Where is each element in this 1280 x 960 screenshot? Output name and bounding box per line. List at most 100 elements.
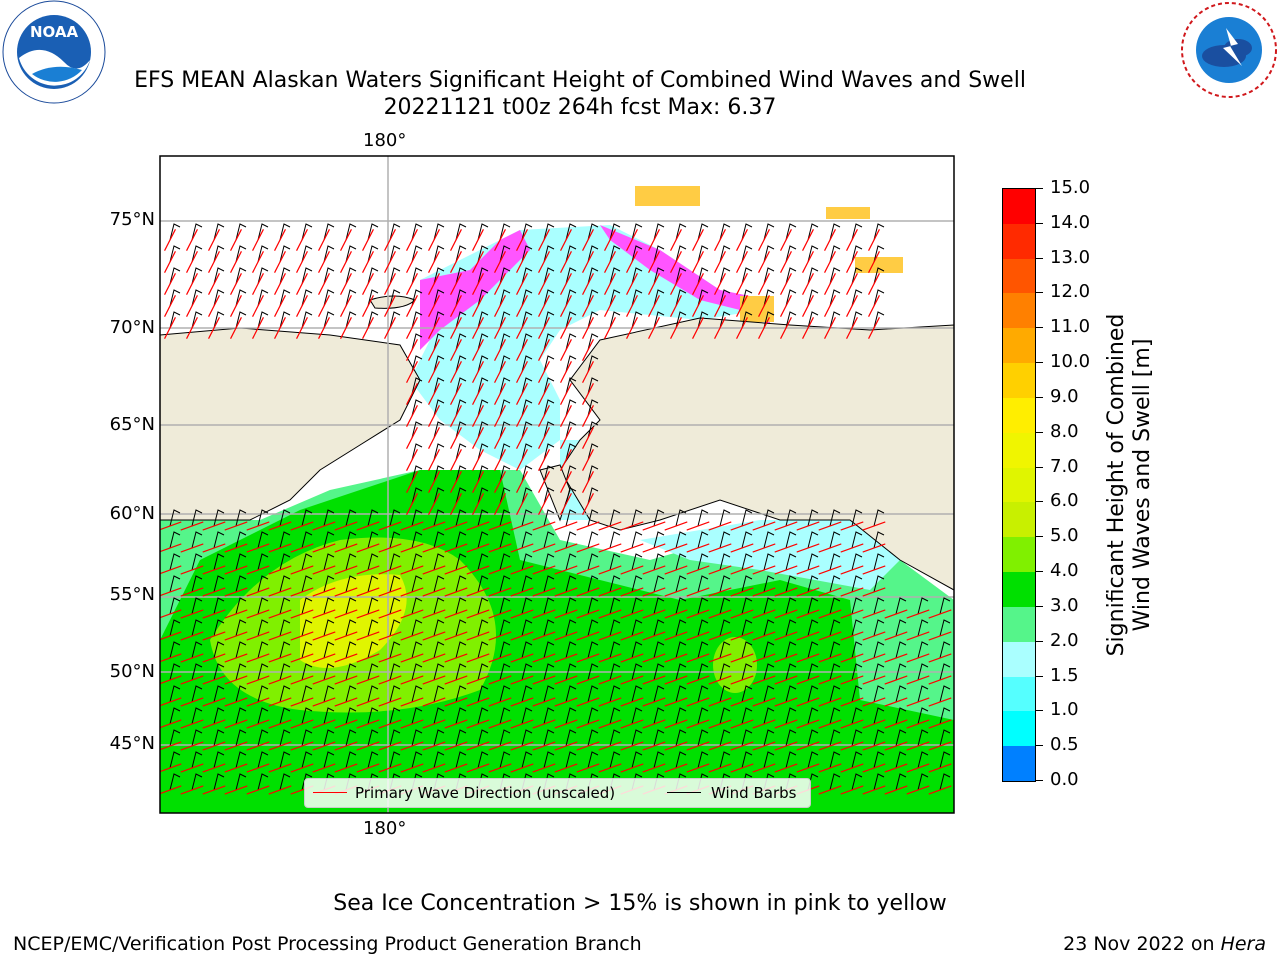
wave-direction-arrow	[516, 251, 528, 273]
wave-direction-arrow	[884, 763, 908, 773]
wind-barb	[609, 663, 621, 681]
wave-direction-arrow	[802, 251, 814, 273]
wave-direction-arrow	[384, 251, 396, 273]
wind-barb	[521, 685, 533, 703]
wind-barb	[257, 663, 269, 681]
wind-barb	[543, 377, 555, 395]
wave-direction-arrow	[164, 317, 176, 339]
wind-barb	[191, 685, 203, 703]
wind-barb	[675, 663, 687, 681]
wind-barb	[367, 751, 379, 769]
wind-barb	[433, 355, 445, 373]
wave-direction-arrow	[906, 675, 930, 685]
wind-barb	[367, 597, 379, 615]
ice-patch-4	[826, 207, 870, 219]
wave-direction-arrow	[670, 317, 682, 339]
wind-barb	[389, 641, 401, 659]
wind-barb	[477, 289, 489, 307]
wave-direction-arrow	[538, 295, 550, 317]
wave-direction-arrow	[758, 295, 770, 317]
wave-direction-arrow	[824, 295, 836, 317]
wave-direction-arrow	[752, 697, 776, 707]
wind-barb	[873, 531, 885, 549]
wind-barb	[213, 289, 225, 307]
colorbar-tick-label: 11.0	[1050, 316, 1091, 338]
wind-barb	[455, 399, 467, 417]
wave-direction-arrow	[340, 273, 352, 295]
wind-barb	[873, 245, 885, 263]
wave-direction-arrow	[620, 653, 644, 663]
title-line-2: 20221121 t00z 264h fcst Max: 6.37	[383, 95, 777, 120]
wave-direction-arrow	[356, 609, 380, 619]
wind-barb	[191, 531, 203, 549]
wave-direction-arrow	[868, 251, 880, 273]
wave-direction-arrow	[510, 609, 534, 619]
wind-barb	[257, 531, 269, 549]
wind-barb	[609, 751, 621, 769]
wind-barb	[279, 531, 291, 549]
wave-direction-arrow	[164, 295, 176, 317]
wave-direction-arrow	[208, 273, 220, 295]
ice-patch-3	[855, 257, 903, 273]
wave-direction-arrow	[708, 763, 732, 773]
wind-barb	[323, 685, 335, 703]
wind-barb	[257, 729, 269, 747]
wave-direction-arrow	[422, 543, 446, 553]
wind-barb	[301, 575, 313, 593]
wind-barb	[455, 245, 467, 263]
colorbar-tick-label: 7.0	[1050, 455, 1079, 477]
wind-barb	[829, 707, 841, 725]
wind-barb	[279, 773, 291, 791]
wave-direction-arrow	[422, 653, 446, 663]
wind-barb	[829, 597, 841, 615]
colorbar-tick-label: 2.0	[1050, 629, 1079, 651]
wave-direction-arrow	[224, 521, 248, 531]
wind-barb	[257, 685, 269, 703]
wave-direction-arrow	[538, 317, 550, 339]
wave-direction-arrow	[406, 383, 418, 405]
wind-barb	[829, 751, 841, 769]
wind-barb	[345, 729, 357, 747]
wave-direction-arrow	[290, 653, 314, 663]
wave-direction-arrow	[400, 675, 424, 685]
wave-direction-arrow	[444, 719, 468, 729]
wind-barb	[213, 597, 225, 615]
wave-direction-arrow	[862, 609, 886, 619]
wave-direction-arrow	[560, 405, 572, 427]
wind-barb	[785, 267, 797, 285]
wave-direction-arrow	[648, 295, 660, 317]
wind-barb	[279, 641, 291, 659]
wave-direction-arrow	[906, 653, 930, 663]
wind-barb	[763, 245, 775, 263]
wave-direction-arrow	[642, 631, 666, 641]
wind-barb	[367, 685, 379, 703]
wave-direction-arrow	[510, 675, 534, 685]
wind-barb	[543, 663, 555, 681]
wind-barb	[345, 245, 357, 263]
wave-direction-arrow	[604, 295, 616, 317]
wind-barbs-legend-label: Wind Barbs	[711, 784, 797, 802]
wind-barb	[477, 311, 489, 329]
wave-direction-arrow	[648, 317, 660, 339]
wind-barb	[191, 597, 203, 615]
colorbar-segment	[1003, 606, 1035, 643]
wind-barb	[279, 509, 291, 527]
wind-barb	[499, 553, 511, 571]
noaa-logo-text: NOAA	[30, 23, 79, 41]
wind-barb	[939, 619, 951, 637]
wind-barb	[675, 685, 687, 703]
wave-direction-arrow	[620, 587, 644, 597]
wind-barb	[367, 729, 379, 747]
wind-barb	[257, 751, 269, 769]
wind-barb	[565, 333, 577, 351]
wind-barb	[235, 311, 247, 329]
wind-barb	[741, 245, 753, 263]
wave-direction-arrow	[334, 763, 358, 773]
wave-direction-arrow	[186, 317, 198, 339]
wave-direction-arrow	[444, 741, 468, 751]
wind-barb	[543, 465, 555, 483]
wave-direction-arrow	[378, 543, 402, 553]
wind-barb	[433, 421, 445, 439]
wave-direction-arrow	[576, 741, 600, 751]
wave-direction-arrow	[400, 521, 424, 531]
